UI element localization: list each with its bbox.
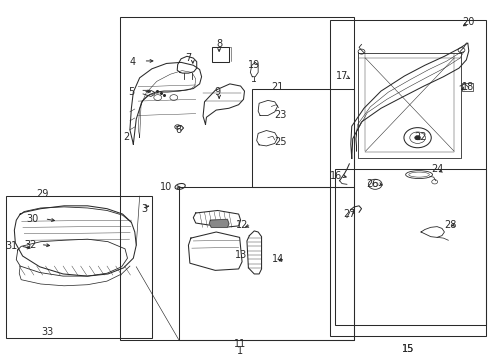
Text: 10: 10	[160, 182, 172, 192]
Text: 7: 7	[185, 53, 191, 63]
Bar	[211, 47, 228, 62]
Text: 19: 19	[247, 60, 260, 70]
Bar	[120, 17, 353, 339]
Bar	[178, 187, 353, 339]
Text: 24: 24	[430, 164, 443, 174]
Text: 2: 2	[123, 132, 129, 142]
Text: 29: 29	[36, 189, 48, 199]
Text: 13: 13	[235, 250, 247, 260]
Circle shape	[414, 135, 420, 140]
Text: 22: 22	[413, 132, 426, 142]
Text: 16: 16	[329, 171, 342, 181]
Text: 30: 30	[26, 214, 39, 224]
Text: 26: 26	[366, 179, 378, 189]
Text: 32: 32	[25, 239, 37, 249]
Text: 1: 1	[236, 346, 242, 356]
Text: 17: 17	[335, 71, 347, 81]
Bar	[329, 21, 485, 336]
Text: 15: 15	[401, 343, 413, 354]
Text: 28: 28	[443, 220, 455, 230]
Text: 20: 20	[462, 17, 474, 27]
Text: 18: 18	[461, 82, 473, 92]
Bar	[251, 89, 353, 187]
Text: 25: 25	[273, 138, 286, 147]
Text: 31: 31	[5, 241, 18, 251]
Text: 3: 3	[141, 204, 147, 214]
Text: 15: 15	[401, 343, 413, 354]
Polygon shape	[209, 220, 228, 227]
Text: 27: 27	[343, 209, 355, 219]
Text: 9: 9	[214, 87, 220, 97]
Text: 21: 21	[270, 82, 283, 92]
Text: 5: 5	[128, 87, 134, 97]
Text: 12: 12	[235, 220, 248, 230]
Text: 4: 4	[129, 57, 135, 67]
Text: 23: 23	[273, 111, 285, 121]
Text: 8: 8	[216, 39, 222, 49]
Text: 33: 33	[41, 327, 53, 337]
Bar	[462, 83, 472, 91]
Text: 11: 11	[233, 339, 245, 349]
Bar	[334, 169, 485, 325]
Bar	[5, 196, 152, 338]
Text: 14: 14	[271, 254, 283, 264]
Text: 6: 6	[175, 125, 182, 135]
